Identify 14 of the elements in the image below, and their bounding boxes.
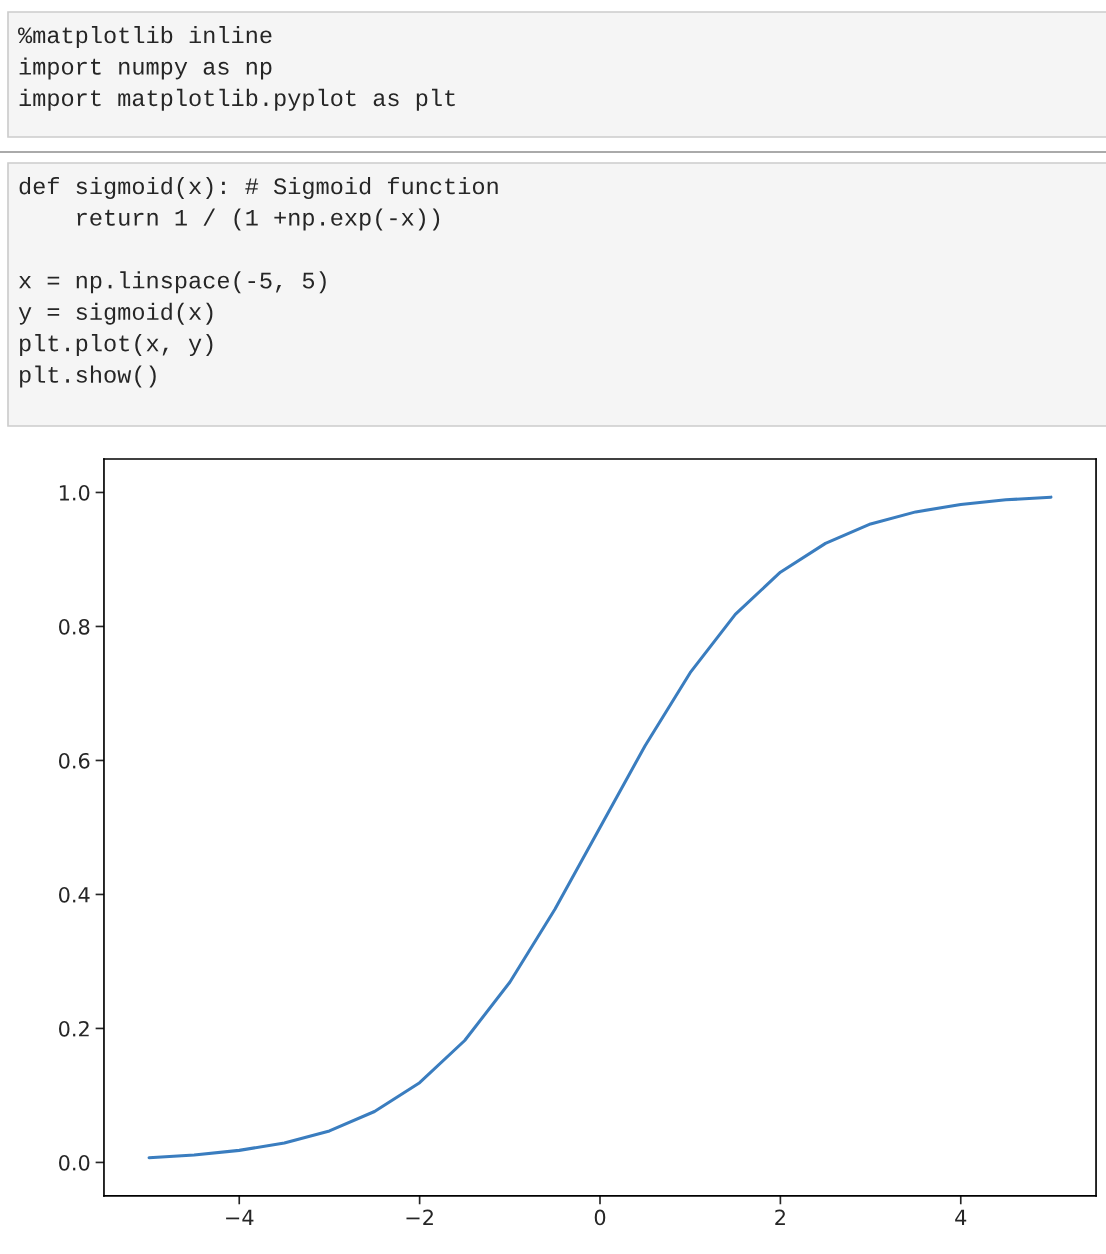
y-tick-label: 0.8 [59,618,90,635]
y-tick-label: 1.0 [59,484,90,501]
y-tick-label: 0.0 [59,1154,90,1171]
line-series [147,495,1053,1160]
text: %matplotlib inline import numpy as np import matplotlib.pyplot as plt [18,26,455,111]
x-tick-label: −2 [406,1209,433,1225]
x-tick-label: 0 [594,1209,606,1226]
x-tick-label: 2 [775,1209,785,1225]
y-tick-label: 0.4 [59,886,90,903]
x-tick-label: −4 [226,1209,254,1225]
y-tick-label: 0.6 [59,752,90,769]
x-tick-label: 4 [955,1209,967,1225]
y-tick-label: 0.2 [59,1020,89,1037]
text: def sigmoid(x): # Sigmoid function return 1 / (1 +np.exp(-x)) x = np.linspace(-5, 5) y = sigmoid(x) plt.plot(x, y) plt.show() [18,177,498,388]
